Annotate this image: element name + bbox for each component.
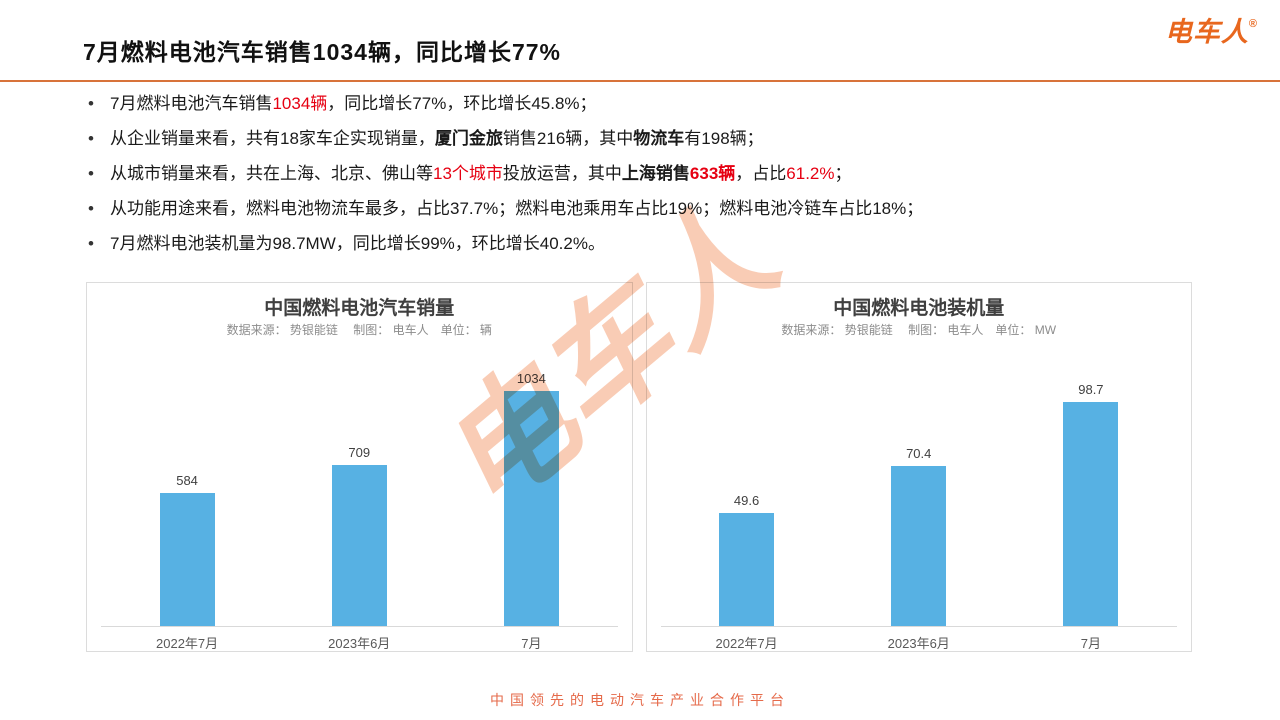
bullet-item: • 从功能用途来看，燃料电池物流车最多，占比37.7%；燃料电池乘用车占比19%；… <box>88 198 1198 220</box>
bar-group: 1034 <box>446 371 616 626</box>
bullet-text-run: 投放运营，其中 <box>502 164 622 183</box>
bullet-text-run: 13个城市 <box>433 164 503 183</box>
bar-group: 98.7 <box>1006 382 1176 626</box>
bar <box>1063 402 1119 626</box>
charts-row: 中国燃料电池汽车销量 数据来源： 势银能链 制图： 电车人 单位： 辆 584 7… <box>86 282 1192 652</box>
bullet-item: • 7月燃料电池汽车销售1034辆，同比增长77%，环比增长45.8%； <box>88 93 1198 115</box>
bar-group: 49.6 <box>661 493 831 626</box>
registered-mark: ® <box>1248 18 1258 30</box>
x-axis-label: 2022年7月 <box>715 636 778 651</box>
bar-group: 709 <box>274 445 444 626</box>
bullet-item: • 7月燃料电池装机量为98.7MW，同比增长99%，环比增长40.2%。 <box>88 233 1198 255</box>
x-axis-label: 7月 <box>521 636 542 651</box>
bullet-text-run: 厦门金旅 <box>434 129 503 148</box>
bullet-dot: • <box>88 164 94 183</box>
bar <box>331 465 387 626</box>
bullet-text-run: 从功能用途来看，燃料电池物流车最多，占比37.7%；燃料电池乘用车占比19%；燃… <box>110 199 924 218</box>
bullet-list: • 7月燃料电池汽车销售1034辆，同比增长77%，环比增长45.8%； • 从企业销… <box>88 93 1198 268</box>
bar-group: 584 <box>102 473 272 626</box>
bar-value-label: 49.6 <box>733 493 760 508</box>
plot-area: 49.6 70.4 98.7 <box>660 337 1177 627</box>
bullet-text-run: ，占比 <box>735 164 787 183</box>
bullet-dot: • <box>88 234 94 253</box>
bullet-text-run: 从城市销量来看，共在上海、北京、佛山等 <box>110 164 433 183</box>
bullet-dot: • <box>88 94 94 113</box>
bullet-text-run: 7月燃料电池装机量为98.7MW，同比增长99%，环比增长40.2%。 <box>110 234 605 253</box>
bullet-text-run: 销售216辆，其中 <box>502 129 634 148</box>
bullet-text-run: 有198辆； <box>684 129 764 148</box>
x-axis-labels: 2022年7月 2023年6月 7月 <box>101 633 618 652</box>
x-axis-label: 7月 <box>1080 636 1101 651</box>
bar <box>503 391 559 626</box>
x-axis-label: 2023年6月 <box>887 636 950 651</box>
page-title: 7月燃料电池汽车销售1034辆，同比增长77% <box>83 39 561 65</box>
x-axis-labels: 2022年7月 2023年6月 7月 <box>661 633 1178 652</box>
bullet-text-run: 1034辆 <box>272 94 328 113</box>
bullet-text-run: 633辆 <box>689 164 736 183</box>
footer-tagline: 中国领先的电动汽车产业合作平台 <box>490 692 790 708</box>
bullet-item: • 从企业销量来看，共有18家车企实现销量，厦门金旅销售216辆，其中物流车有19… <box>88 128 1198 150</box>
bullet-text-run: 61.2% <box>786 164 835 183</box>
bullet-text-run: ，同比增长77%，环比增长45.8%； <box>327 94 597 113</box>
bar-value-label: 98.7 <box>1078 382 1104 397</box>
bullet-text-run: 7月燃料电池汽车销售 <box>110 94 273 113</box>
bar <box>891 466 947 626</box>
bar-value-label: 584 <box>176 473 198 488</box>
bullet-text-run: 物流车 <box>633 129 685 148</box>
x-axis-label: 2022年7月 <box>156 636 219 651</box>
bullet-item: • 从城市销量来看，共在上海、北京、佛山等13个城市投放运营，其中上海销售633辆… <box>88 163 1198 185</box>
bar-value-label: 709 <box>348 445 371 460</box>
title-divider <box>0 80 1280 82</box>
bar <box>159 493 215 626</box>
bar <box>719 513 775 626</box>
brand-logo: 电车人® <box>1165 10 1258 49</box>
bar-value-label: 1034 <box>516 371 546 386</box>
chart-title: 中国燃料电池汽车销量 <box>264 298 455 319</box>
plot-area: 584 709 1034 <box>101 337 618 627</box>
chart-source-line: 数据来源： 势银能链 制图： 电车人 单位： MW <box>781 323 1057 337</box>
chart-card-vehicle-sales: 中国燃料电池汽车销量 数据来源： 势银能链 制图： 电车人 单位： 辆 584 7… <box>86 282 633 652</box>
brand-logo-text: 电车人 <box>1164 17 1249 47</box>
chart-title: 中国燃料电池装机量 <box>833 298 1005 319</box>
bullet-dot: • <box>88 199 94 218</box>
chart-source-line: 数据来源： 势银能链 制图： 电车人 单位： 辆 <box>226 323 492 337</box>
bullet-dot: • <box>88 129 94 148</box>
chart-card-installed-capacity: 中国燃料电池装机量 数据来源： 势银能链 制图： 电车人 单位： MW 49.6… <box>645 282 1192 652</box>
bullet-text-run: 从企业销量来看，共有18家车企实现销量， <box>110 129 435 148</box>
x-axis-label: 2023年6月 <box>328 636 391 651</box>
bar-value-label: 70.4 <box>906 446 932 461</box>
bullet-text-run: 上海销售 <box>621 164 690 183</box>
bar-group: 70.4 <box>834 446 1004 626</box>
bullet-text-run: ； <box>834 164 852 183</box>
